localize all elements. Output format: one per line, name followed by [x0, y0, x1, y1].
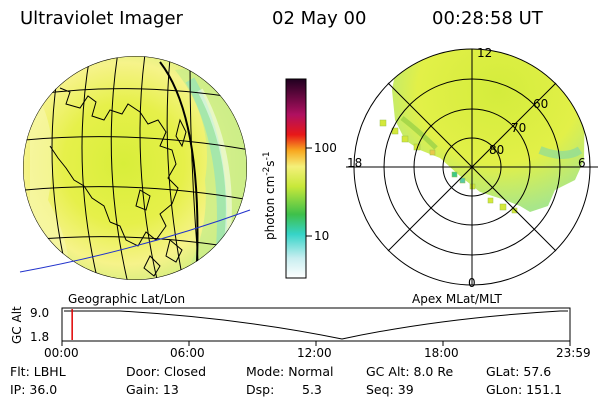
info-flt: Flt: LBHL	[10, 364, 66, 379]
mlt-0-label: 0	[468, 276, 476, 290]
date-label: 02 May 00	[272, 8, 367, 29]
left-panel-label: Geographic Lat/Lon	[68, 292, 186, 306]
colorbar-tick-100: 100	[314, 141, 337, 155]
polar-grid	[346, 48, 598, 286]
info-door: Door: Closed	[126, 364, 207, 379]
mlat-80-label: 80	[489, 143, 505, 157]
info-mode: Mode: Normal	[246, 364, 334, 379]
info-glat: GLat: 57.6	[486, 364, 552, 379]
mlt-6-label: 6	[578, 156, 586, 170]
info-gc-alt: GC Alt: 8.0 Re	[366, 364, 454, 379]
timeline-tick-label: 23:59	[556, 346, 591, 360]
info-dsp-label: Dsp:	[246, 382, 275, 397]
info-dsp-value: 5.3	[302, 382, 322, 397]
timeline-tick-label: 06:00	[170, 346, 205, 360]
timeline-tick-label: 12:00	[297, 346, 332, 360]
info-seq: Seq: 39	[366, 382, 414, 397]
time-label: 00:28:58 UT	[432, 8, 543, 29]
mlt-18-label: 18	[347, 156, 363, 170]
timeline-ticks	[61, 341, 571, 346]
mlat-60-label: 60	[533, 97, 549, 111]
orbit-track	[19, 209, 251, 273]
timeline-ylabel: GC Alt	[10, 306, 24, 344]
timeline-tick-label: 18:00	[424, 346, 459, 360]
info-gain: Gain: 13	[126, 382, 179, 397]
colorbar-tick-10: 10	[314, 229, 330, 243]
altitude-curve	[64, 310, 568, 340]
timeline-y-top: 9.0	[30, 306, 50, 320]
mlat-70-label: 70	[511, 121, 527, 135]
aurora-image-polar	[392, 49, 585, 212]
timeline-tick-label: 00:00	[44, 346, 79, 360]
coastlines	[49, 87, 187, 277]
mlt-12-label: 12	[477, 46, 493, 60]
instrument-title: Ultraviolet Imager	[20, 8, 183, 29]
right-panel-label: Apex MLat/MLT	[412, 292, 502, 306]
info-glon: GLon: 151.1	[486, 382, 562, 397]
info-ip: IP: 36.0	[10, 382, 58, 397]
timeline-y-bottom: 1.8	[30, 330, 50, 344]
auroral-boundary-points	[379, 119, 518, 214]
